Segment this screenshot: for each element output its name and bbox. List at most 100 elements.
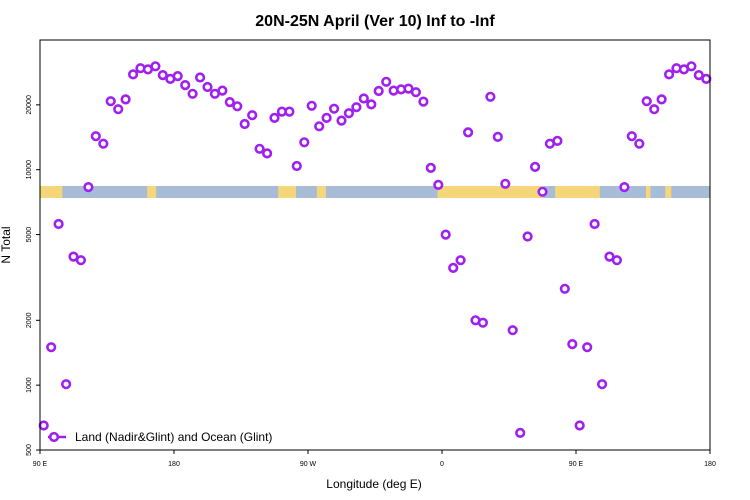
legend-marker [48, 431, 60, 443]
data-point [46, 342, 57, 353]
data-point [596, 379, 608, 390]
land-masses [40, 186, 672, 198]
data-point [98, 138, 109, 149]
data-point [485, 91, 496, 102]
x-tick-label: 0 [440, 461, 444, 468]
data-point [686, 61, 697, 72]
data-point [195, 72, 206, 83]
data-point [500, 178, 511, 189]
land-mass [437, 186, 544, 198]
y-tick-label: 5000 [26, 227, 33, 243]
land-mass [316, 186, 326, 198]
data-point [299, 137, 310, 148]
data-point [582, 342, 593, 353]
y-tick-label: 20000 [26, 95, 33, 115]
data-point [559, 283, 570, 294]
plot-frame [39, 39, 711, 451]
data-point [291, 160, 302, 172]
data-point [567, 339, 578, 350]
data-point [455, 255, 466, 266]
data-point [626, 131, 637, 142]
data-point [634, 138, 645, 149]
data-point [329, 103, 340, 114]
x-tick-label: 180 [168, 461, 180, 468]
data-point [284, 106, 295, 117]
y-tick-label: 2000 [26, 312, 33, 328]
data-point [53, 218, 64, 230]
data-point [522, 231, 533, 242]
data-point [373, 85, 384, 97]
data-point [693, 69, 704, 81]
data-point [351, 102, 362, 113]
data-point [187, 88, 198, 99]
data-point [649, 104, 660, 115]
x-tick-label: 180 [704, 461, 716, 468]
data-point [507, 325, 518, 336]
data-point [463, 127, 474, 138]
data-point [663, 69, 675, 80]
data-point [75, 255, 86, 266]
data-point [358, 93, 369, 104]
data-point [38, 420, 49, 431]
land-mass [555, 186, 600, 198]
data-point [701, 73, 712, 84]
data-point [60, 379, 72, 390]
data-point [574, 420, 585, 431]
data-point [157, 69, 168, 81]
ocean-band [40, 186, 710, 198]
data-point [619, 182, 630, 193]
data-point [306, 100, 317, 111]
data-point [90, 131, 101, 142]
data-point [343, 108, 355, 119]
data-point [381, 76, 392, 87]
data-point [202, 81, 213, 93]
data-point [477, 317, 489, 328]
land-mass [645, 186, 651, 198]
data-point [172, 70, 183, 82]
y-tick-label: 1000 [26, 377, 33, 393]
y-tick-label: 10000 [26, 160, 33, 180]
y-tick-label: 500 [26, 444, 33, 456]
data-point [232, 101, 243, 112]
data-point [239, 118, 250, 130]
data-point [641, 96, 652, 107]
data-point [433, 179, 444, 190]
data-point [247, 110, 258, 121]
data-point [180, 79, 191, 91]
legend[interactable]: Land (Nadir&Glint) and Ocean (Glint) [48, 430, 272, 444]
data-point [120, 94, 131, 105]
data-point [656, 94, 667, 105]
x-tick-label: 90 E [569, 461, 584, 468]
x-axis-label: Longitude (deg E) [326, 477, 421, 491]
data-point [217, 85, 228, 96]
data-point [150, 61, 161, 72]
data-point [425, 162, 436, 173]
x-axis: 90 E 180 90 W 0 90 E 180 [33, 450, 716, 468]
x-tick-label: 90 E [33, 461, 48, 468]
data-point [336, 115, 347, 126]
data-point [113, 104, 124, 115]
chart-title: 20N-25N April (Ver 10) Inf to -Inf [255, 13, 495, 30]
data-point [448, 262, 459, 274]
data-point [321, 112, 332, 123]
land-mass [278, 186, 297, 198]
land-mass [40, 186, 63, 198]
land-mass [147, 186, 157, 198]
data-point [314, 121, 325, 132]
data-point [105, 96, 116, 107]
data-point [224, 96, 235, 108]
data-point [552, 135, 563, 146]
data-point [529, 161, 541, 172]
data-points [38, 61, 712, 439]
legend-label: Land (Nadir&Glint) and Ocean (Glint) [75, 430, 272, 444]
data-point [589, 218, 600, 230]
data-point [492, 131, 503, 142]
data-point [254, 143, 265, 154]
data-point [515, 427, 526, 439]
data-point [440, 229, 451, 240]
data-point [611, 255, 623, 266]
data-point [262, 148, 273, 159]
data-point [418, 96, 429, 107]
